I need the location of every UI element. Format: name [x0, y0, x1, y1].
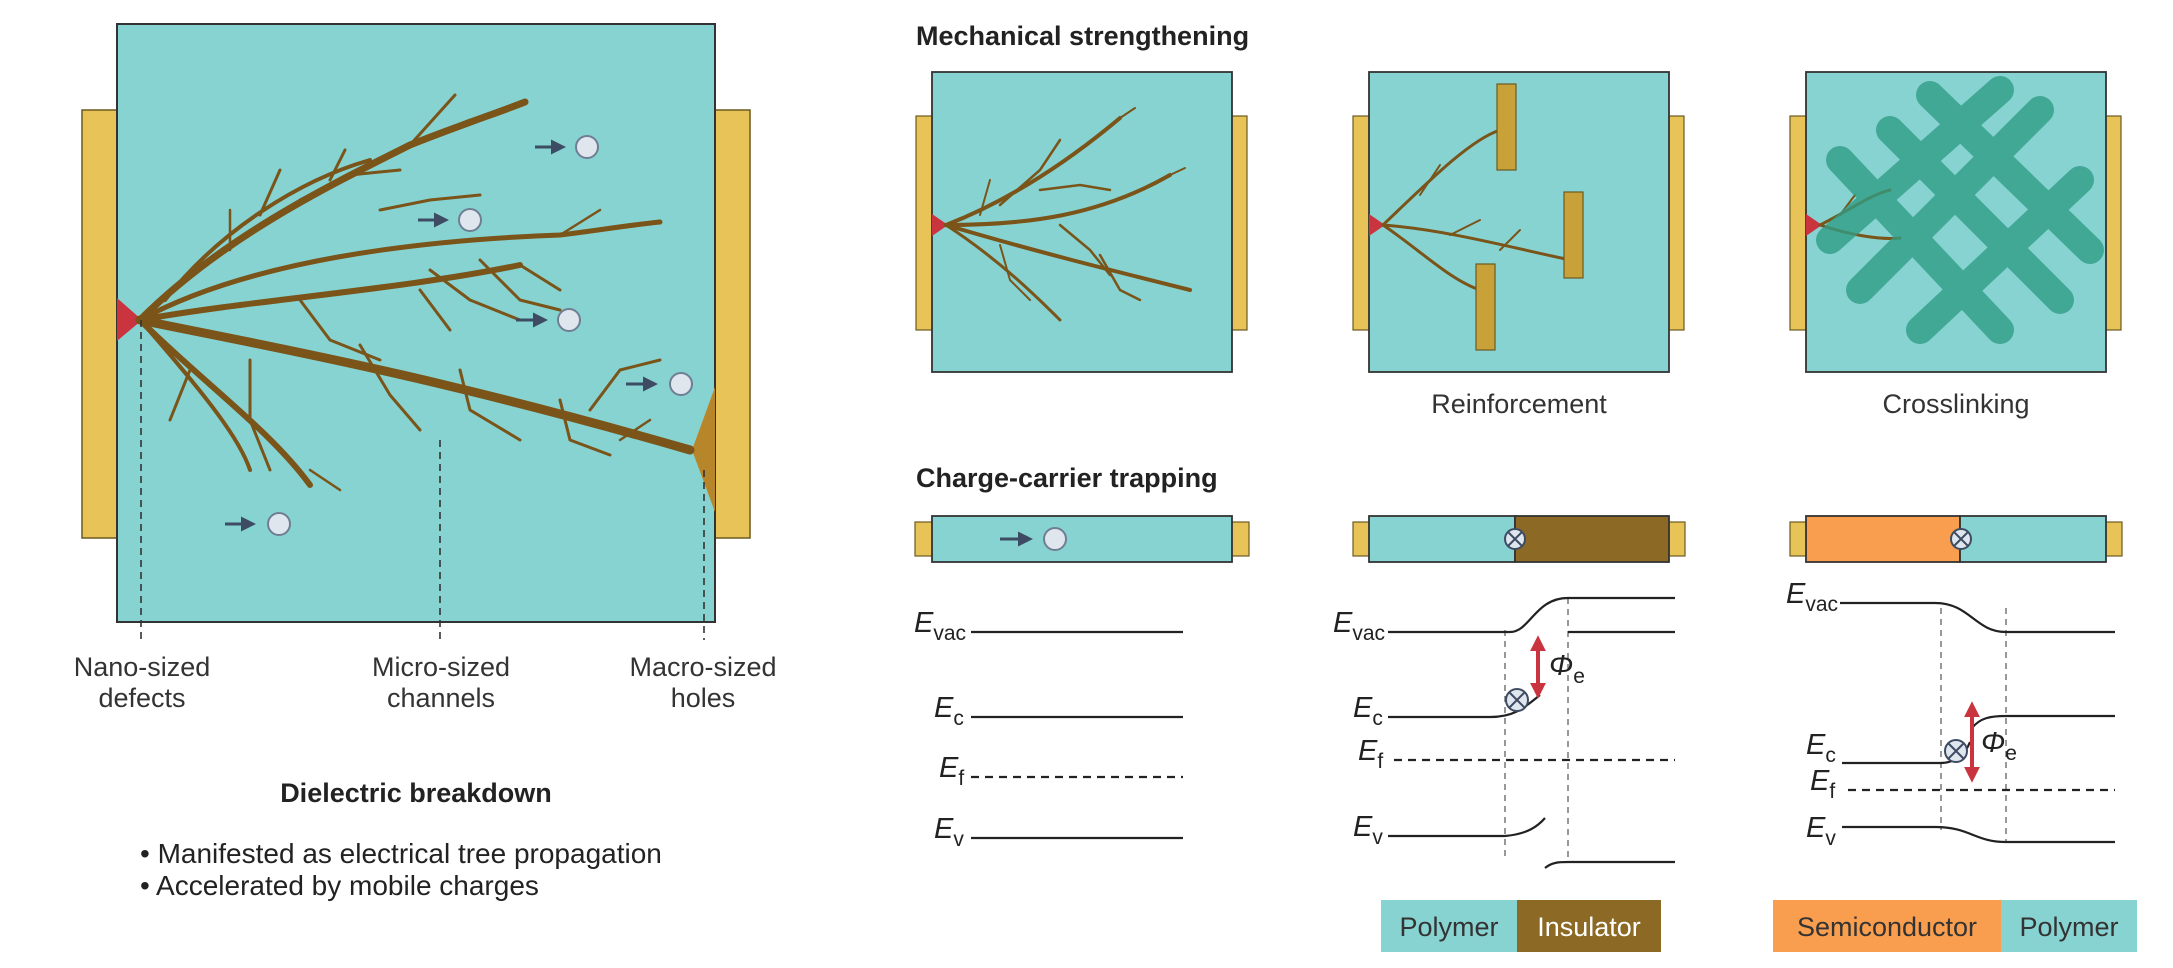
dielectric-block [1368, 71, 1670, 373]
mobile-charges [225, 135, 693, 536]
e-vac-label: Evac [914, 607, 966, 645]
legend-polymer [1381, 900, 1517, 952]
e-c-label: Ec [934, 692, 964, 730]
trapping-title: Charge-carrier trapping [916, 463, 1218, 493]
trapped-charge-icon [1950, 528, 1972, 550]
trapping-column-3: Evac Ec Φe Ef Ev Semiconductor Polymer [1773, 515, 2137, 952]
reinforcement-filler [1563, 191, 1584, 279]
e-f-label: Ef [1358, 735, 1383, 773]
crosslinked-network [1816, 76, 2104, 344]
right-electrode [711, 109, 751, 539]
electrical-tree [135, 93, 695, 492]
mechanical-panel-1 [915, 71, 1248, 373]
valence-band [1388, 817, 1546, 838]
charge-ball [575, 135, 599, 159]
e-vac-label: Evac [1333, 607, 1385, 645]
e-v-label: Ev [934, 813, 964, 851]
macro-label: Macro-sized [629, 652, 776, 682]
macro-label-2: holes [671, 683, 736, 713]
defect-tip [1369, 214, 1385, 236]
reinforcement-label: Reinforcement [1431, 389, 1607, 419]
vacuum-level [1840, 601, 2115, 634]
legend-insulator-text: Insulator [1537, 912, 1641, 942]
micro-label: Micro-sized [372, 652, 510, 682]
defect-tip [932, 214, 948, 236]
trapping-column-1: Evac Ec Ef Ev [914, 515, 1250, 851]
insulator-layer [1514, 515, 1670, 563]
e-f-label: Ef [1810, 765, 1835, 803]
e-vac-label: Evac [1786, 578, 1838, 616]
valence-band-insulator [1544, 860, 1675, 869]
e-c-label: Ec [1806, 729, 1836, 767]
bullet-1: • Manifested as electrical tree propagat… [140, 838, 662, 869]
trapping-column-2: Evac Ec Φe Ef Ev Polymer Insulator [1333, 515, 1686, 952]
nano-label: Nano-sized [74, 652, 211, 682]
charge-ball [267, 512, 291, 536]
crosslinking-label: Crosslinking [1882, 389, 2029, 419]
legend-semiconductor-text: Semiconductor [1797, 912, 1977, 942]
legend-polymer-text: Polymer [1399, 912, 1498, 942]
breakdown-title: Dielectric breakdown [280, 778, 552, 808]
legend-polymer [2001, 900, 2137, 952]
mechanical-panel-3: Crosslinking [1789, 71, 2122, 419]
polymer-layer [1368, 515, 1516, 563]
nano-defect-tip [117, 298, 142, 341]
e-f-label: Ef [939, 752, 964, 790]
phi-label: Φe [1549, 650, 1585, 688]
electrical-tree [1381, 128, 1582, 292]
legend-polymer-text: Polymer [2019, 912, 2118, 942]
legend-semiconductor [1773, 900, 2001, 952]
dielectric-block [931, 71, 1233, 373]
nano-label-2: defects [98, 683, 185, 713]
charge-ball [458, 208, 482, 232]
vacuum-level [1388, 596, 1675, 634]
legend-insulator [1517, 900, 1661, 952]
e-c-label: Ec [1353, 692, 1383, 730]
left-electrode [81, 109, 121, 539]
trapped-charge-icon [1504, 528, 1526, 550]
macro-hole [692, 387, 715, 512]
polymer-layer [931, 515, 1233, 563]
dielectric-block [116, 23, 716, 623]
charge-ball [1043, 527, 1067, 551]
mechanical-panel-2: Reinforcement [1352, 71, 1685, 419]
valence-band [1842, 825, 2115, 844]
e-v-label: Ev [1353, 811, 1383, 849]
electrode [914, 521, 934, 557]
micro-label-2: channels [387, 683, 495, 713]
reinforcement-filler [1496, 83, 1517, 171]
electrode [1230, 521, 1250, 557]
electrical-tree [944, 107, 1192, 322]
polymer-layer [1959, 515, 2107, 563]
breakdown-panel: Nano-sized defects Micro-sized channels … [74, 23, 777, 901]
semiconductor-layer [1805, 515, 1961, 563]
trapped-charge-icon [1505, 688, 1529, 712]
defect-tip [1806, 214, 1822, 236]
phi-label: Φe [1981, 727, 2017, 765]
charge-ball [669, 372, 693, 396]
reinforcement-filler [1475, 263, 1496, 351]
e-v-label: Ev [1806, 812, 1836, 850]
bullet-2: • Accelerated by mobile charges [140, 870, 539, 901]
mechanical-title: Mechanical strengthening [916, 21, 1249, 51]
charge-ball [557, 308, 581, 332]
trapped-charge-icon [1944, 739, 1968, 763]
